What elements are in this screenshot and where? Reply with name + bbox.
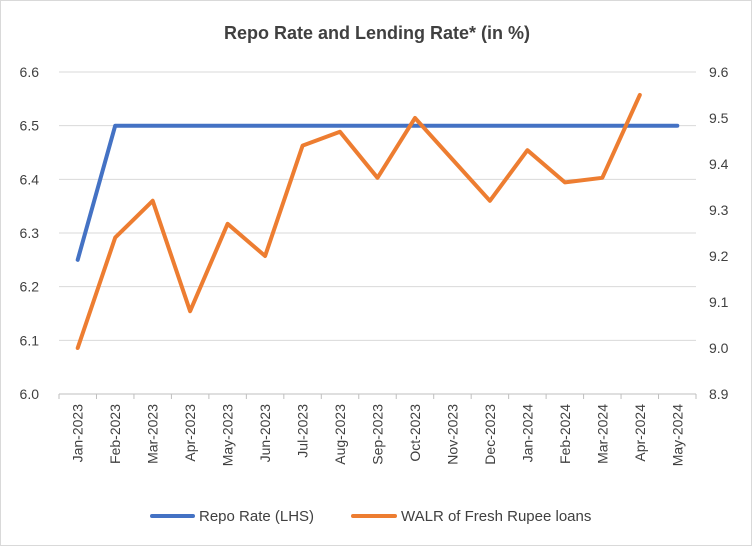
- series-1-point: [151, 124, 155, 128]
- legend-label-1: Repo Rate (LHS): [199, 508, 314, 525]
- series-2-point: [338, 130, 342, 134]
- left-tick-label: 6.2: [20, 279, 40, 295]
- series-1-point: [76, 258, 80, 262]
- series-1-point: [450, 124, 454, 128]
- left-axis: 6.0 6.1 6.2 6.3 6.4 6.5 6.6: [20, 64, 40, 402]
- series-2-point: [525, 148, 529, 152]
- legend-label-2: WALR of Fresh Rupee loans: [401, 508, 591, 525]
- series-1-point: [263, 124, 267, 128]
- series-2-point: [151, 199, 155, 203]
- series-1-point: [488, 124, 492, 128]
- left-tick-label: 6.4: [20, 171, 40, 187]
- x-axis: Jan-2023 Feb-2023 Mar-2023 Apr-2023 May-2023…: [58, 393, 697, 466]
- series-2-point: [76, 346, 80, 350]
- x-tick-label: Mar-2024: [594, 404, 610, 464]
- series-2-point: [488, 199, 492, 203]
- series-1-point: [413, 124, 417, 128]
- x-tick-label: Feb-2024: [557, 404, 573, 464]
- series-1-point: [563, 124, 567, 128]
- x-tick-label: Feb-2023: [107, 404, 123, 464]
- left-tick-label: 6.6: [20, 64, 40, 80]
- right-tick-label: 9.5: [709, 110, 729, 126]
- x-tick-label: Jul-2023: [295, 404, 311, 458]
- right-tick-label: 8.9: [709, 386, 729, 402]
- series-1-point: [338, 124, 342, 128]
- right-tick-label: 9.1: [709, 294, 729, 310]
- series-1-point: [525, 124, 529, 128]
- x-tick-label: Nov-2023: [444, 404, 460, 465]
- right-tick-label: 9.4: [709, 156, 729, 172]
- series-layer: [75, 93, 680, 350]
- x-tick-label: Sep-2023: [370, 404, 386, 465]
- series-2-point: [113, 236, 117, 240]
- series-1-point: [600, 124, 604, 128]
- series-2-point: [301, 144, 305, 148]
- x-tick-label: Apr-2024: [632, 404, 648, 462]
- series-1-point: [188, 124, 192, 128]
- right-tick-label: 9.0: [709, 340, 729, 356]
- x-tick-label: Jan-2023: [70, 404, 86, 463]
- series-2-point: [638, 93, 642, 97]
- x-tick-label: Dec-2023: [482, 404, 498, 465]
- series-2-point: [263, 254, 267, 258]
- right-tick-label: 9.6: [709, 64, 729, 80]
- x-tick-label: Jun-2023: [257, 404, 273, 463]
- series-1-point: [301, 124, 305, 128]
- series-2-point: [226, 222, 230, 226]
- left-tick-label: 6.0: [20, 386, 40, 402]
- series-2-point: [376, 176, 379, 180]
- series-1-point: [675, 124, 679, 128]
- series-2-point: [188, 309, 192, 313]
- x-tick-label: Jan-2024: [519, 404, 535, 463]
- x-tick-label: May-2023: [220, 404, 236, 466]
- series-2-point: [413, 116, 417, 120]
- legend: Repo Rate (LHS) WALR of Fresh Rupee loans: [150, 508, 591, 525]
- series-2-point: [450, 157, 454, 161]
- series-2-point: [600, 176, 604, 180]
- x-tick-label: Oct-2023: [407, 404, 423, 462]
- right-tick-label: 9.3: [709, 202, 729, 218]
- left-tick-label: 6.3: [20, 225, 40, 241]
- x-tick-label: Mar-2023: [145, 404, 161, 464]
- series-1-point: [113, 124, 117, 128]
- left-tick-label: 6.5: [20, 118, 40, 134]
- x-tick-label: Aug-2023: [332, 404, 348, 465]
- right-axis: 8.9 9.0 9.1 9.2 9.3 9.4 9.5 9.6: [709, 64, 729, 402]
- x-tick-label: Apr-2023: [182, 404, 198, 462]
- chart-title: Repo Rate and Lending Rate* (in %): [224, 23, 530, 43]
- series-1-point: [376, 124, 379, 128]
- series-2-point: [563, 180, 567, 184]
- series-line-2: [75, 93, 642, 350]
- left-tick-label: 6.1: [20, 332, 40, 348]
- right-tick-label: 9.2: [709, 248, 729, 264]
- series-1-point: [226, 124, 230, 128]
- x-tick-label: May-2024: [669, 404, 685, 466]
- series-1-point: [638, 124, 642, 128]
